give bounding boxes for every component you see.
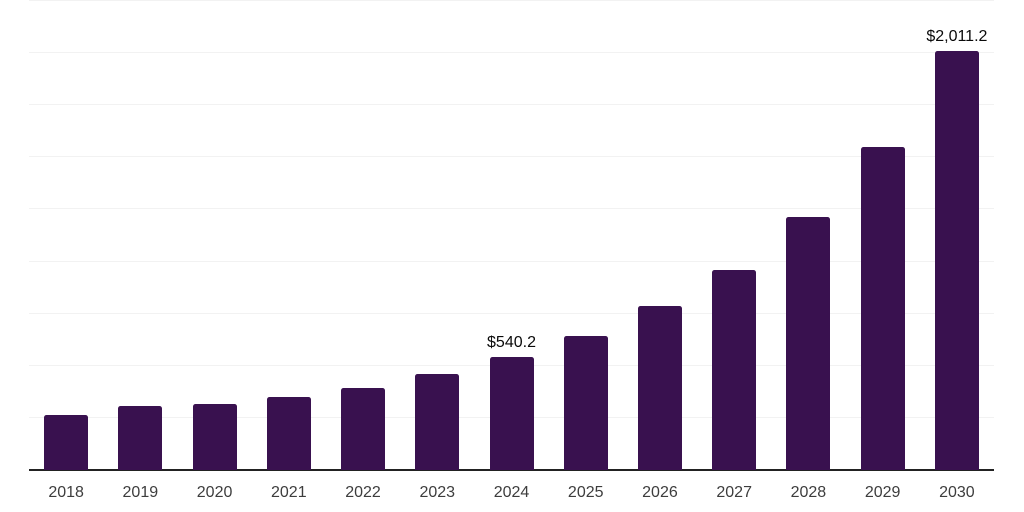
x-tick-2030: 2030: [939, 484, 975, 501]
bar-2029: [860, 146, 905, 470]
bar-value-label-2030: $2,011.2: [926, 27, 988, 45]
x-tick-2028: 2028: [790, 484, 827, 501]
x-tick-2023: 2023: [419, 484, 456, 501]
x-tick-2024: 2024: [493, 484, 530, 501]
gridline: [29, 52, 994, 54]
gridline: [29, 312, 994, 314]
x-tick-2020: 2020: [196, 484, 233, 501]
bar-2021: [266, 397, 311, 470]
x-tick-2027: 2027: [716, 484, 752, 501]
bar-2030: [934, 50, 979, 470]
x-tick-2021: 2021: [271, 484, 307, 501]
gridline: [29, 156, 994, 158]
x-tick-2025: 2025: [567, 484, 604, 501]
x-tick-2026: 2026: [642, 484, 678, 501]
x-tick-2022: 2022: [345, 484, 381, 501]
x-tick-2018: 2018: [48, 484, 84, 501]
bar-2023: [415, 374, 460, 470]
bar-2026: [637, 306, 682, 470]
bar-value-label-2024: $540.2: [487, 334, 536, 352]
gridline: [29, 104, 994, 106]
x-tick-2029: 2029: [864, 484, 901, 501]
bar-2028: [786, 216, 831, 470]
bar-2024: [489, 357, 534, 470]
bar-2019: [118, 406, 163, 470]
bar-2027: [712, 269, 757, 470]
x-axis-line: [29, 469, 994, 471]
gridline: [29, 260, 994, 262]
bar-2018: [44, 414, 89, 470]
gridline: [29, 0, 994, 1]
x-tick-2019: 2019: [122, 484, 159, 501]
gridline: [29, 208, 994, 210]
bar-2020: [192, 404, 237, 470]
bar-2025: [563, 335, 608, 470]
bar-2022: [341, 387, 386, 470]
x-axis-labels: 2018 2019 2020 2021 2022 2023 2024 2025 2026 2027…: [29, 484, 994, 504]
plot-area: $540.2 $2,011.2: [29, 0, 994, 471]
